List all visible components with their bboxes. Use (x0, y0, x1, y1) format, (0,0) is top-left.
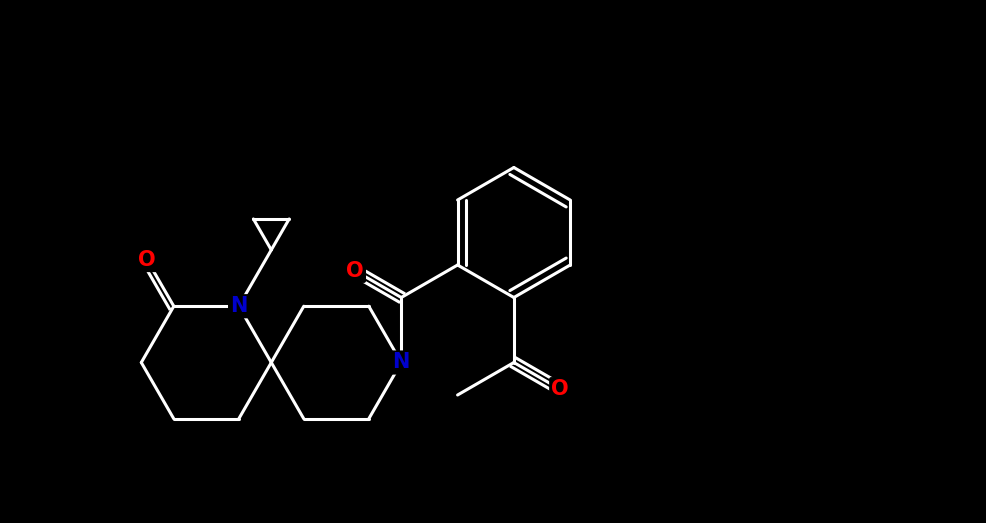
Text: O: O (346, 261, 364, 281)
Text: O: O (138, 250, 156, 270)
Text: O: O (551, 379, 569, 399)
Text: N: N (230, 296, 247, 316)
Text: N: N (392, 353, 410, 372)
